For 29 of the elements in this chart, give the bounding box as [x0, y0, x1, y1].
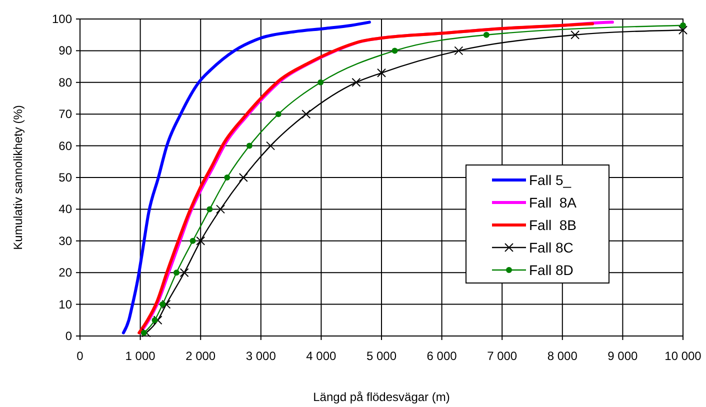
y-tick-label: 20 — [58, 266, 72, 280]
legend-label: Fall 8B — [529, 217, 576, 233]
x-tick-label: 6 000 — [426, 349, 458, 363]
y-tick-label: 0 — [65, 329, 72, 343]
y-tick-label: 90 — [58, 44, 72, 58]
y-tick-label: 10 — [58, 297, 72, 312]
x-tick-label: 0 — [76, 349, 84, 363]
x-tick-label: 2 000 — [186, 349, 216, 363]
x-axis-title: Längd på flödesvägar (m) — [313, 390, 450, 404]
x-tick-label: 9 000 — [608, 349, 638, 363]
x-tick-label: 8 000 — [547, 349, 578, 363]
x-tick-label: 7 000 — [487, 349, 518, 363]
y-tick-label: 30 — [58, 234, 72, 248]
x-tick-label: 1 000 — [125, 349, 156, 363]
y-tick-label: 40 — [58, 202, 72, 216]
legend-label: Fall 8D — [529, 262, 574, 278]
x-tick-label: 3 000 — [246, 349, 276, 363]
y-tick-label: 50 — [58, 170, 72, 184]
y-tick-label: 60 — [58, 138, 72, 153]
x-tick-label: 10 000 — [664, 349, 702, 363]
x-tick-label: 4 000 — [306, 349, 337, 363]
y-tick-label: 80 — [58, 75, 72, 90]
y-tick-label: 100 — [52, 12, 72, 26]
legend-label: Fall 5_ — [529, 172, 572, 188]
y-axis-title: Kumulativ sannolikhety (%) — [11, 105, 25, 250]
y-tick-label: 70 — [58, 107, 72, 122]
legend-label: Fall 8C — [529, 240, 574, 256]
x-tick-label: 5 000 — [366, 349, 397, 363]
legend-label: Fall 8A — [529, 194, 578, 210]
